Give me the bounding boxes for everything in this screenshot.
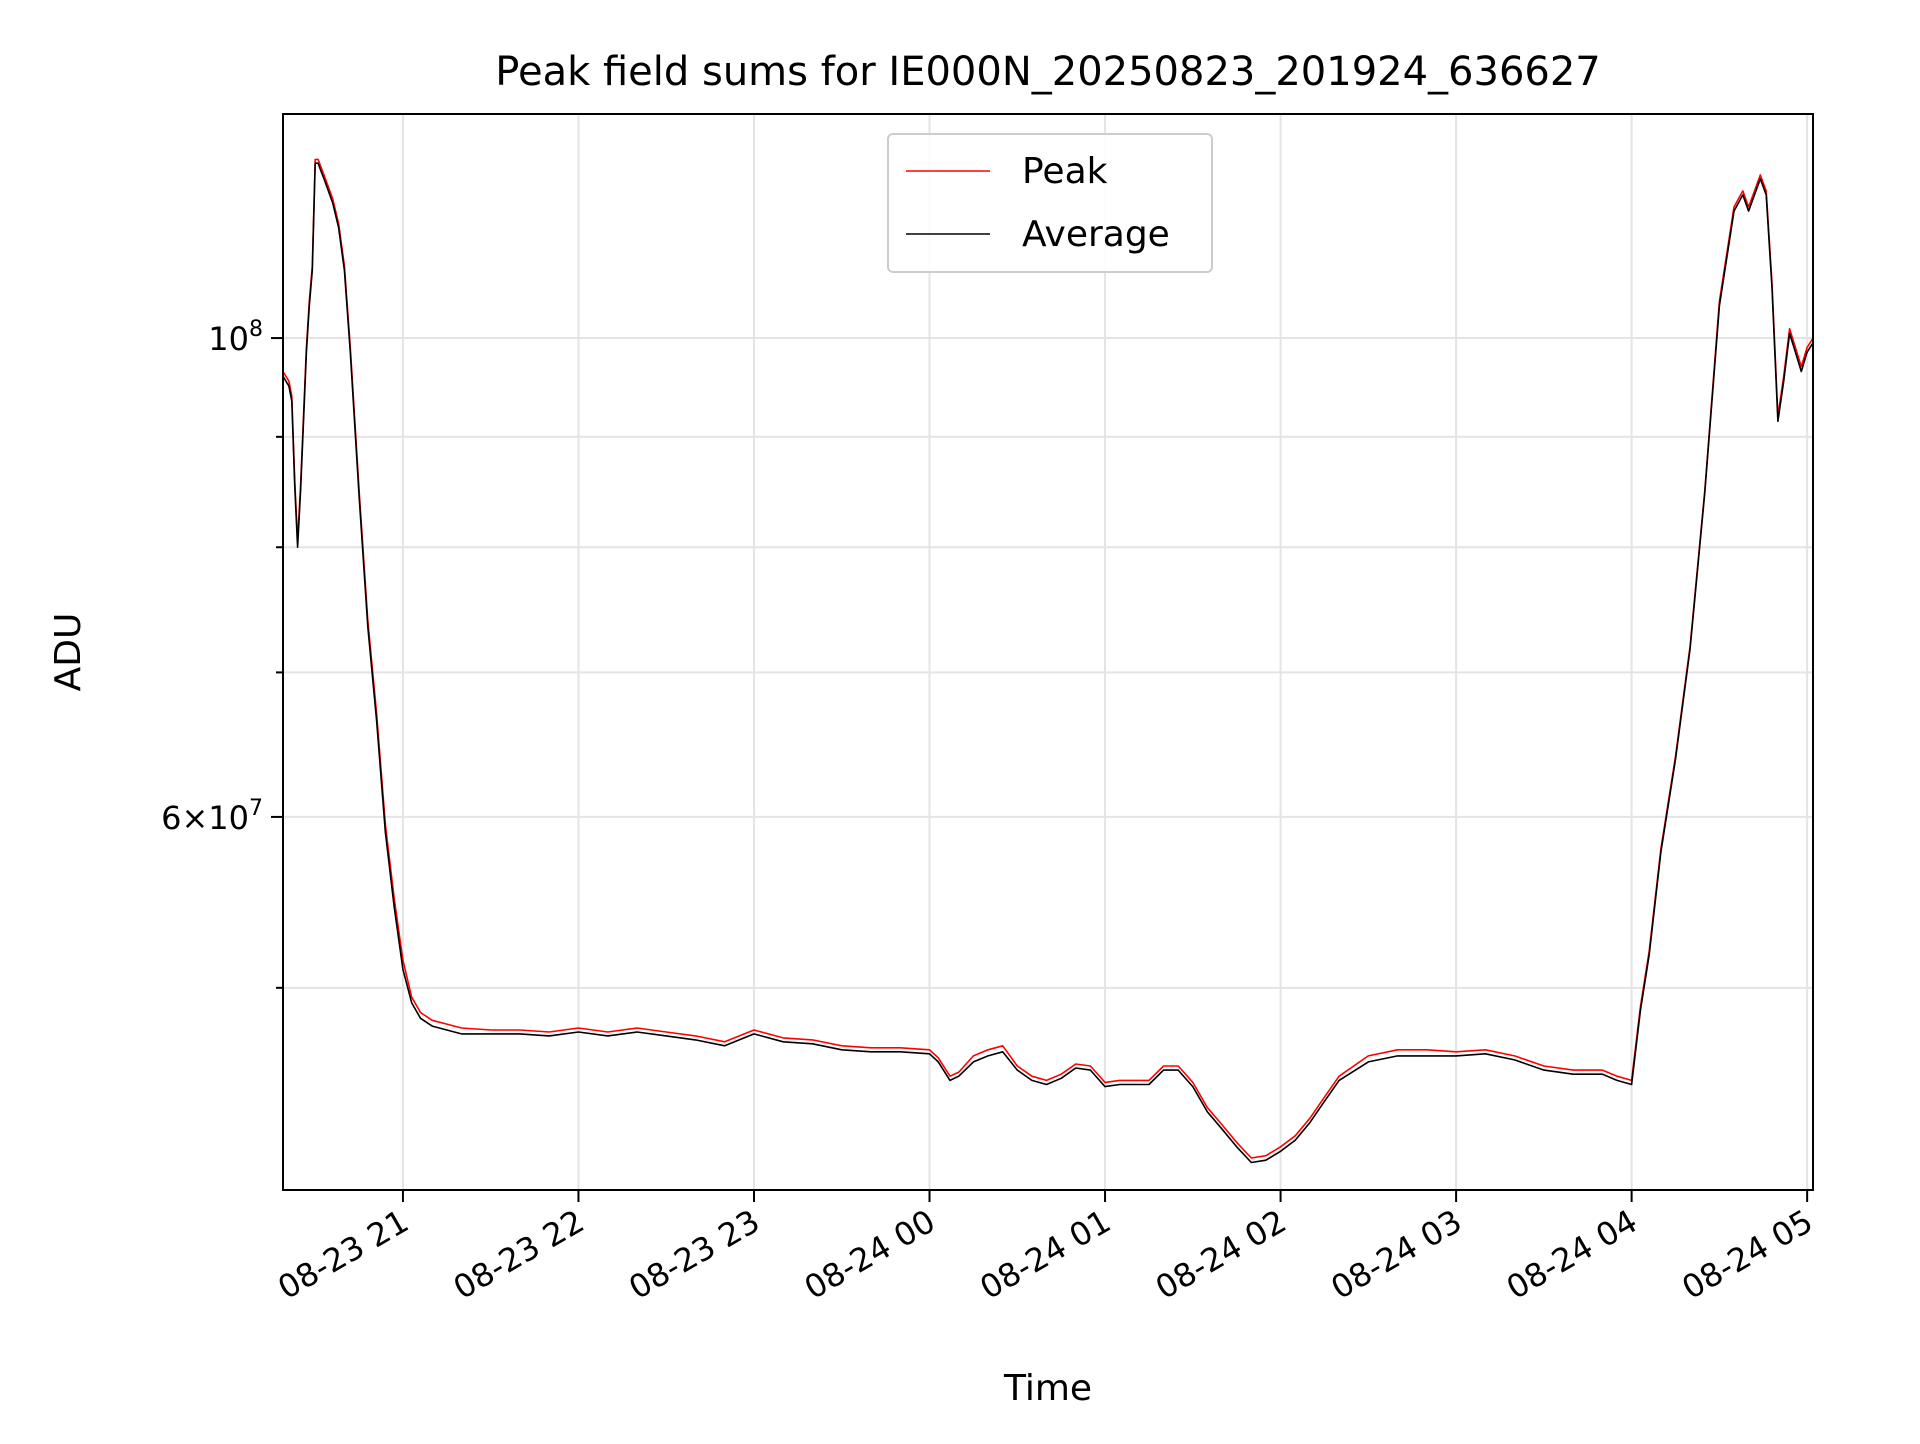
y-axis-label: ADU — [48, 613, 89, 692]
legend-label: Peak — [1022, 151, 1108, 192]
legend-box — [887, 133, 1213, 273]
y-tick-label: 6×107 — [161, 796, 263, 837]
y-tick-label-base: 6×10 — [161, 799, 249, 837]
y-tick-label: 108 — [208, 317, 263, 358]
legend: Peak Average — [887, 133, 1213, 273]
x-axis-label: Time — [1003, 1368, 1092, 1409]
y-axis: 108 6×107 — [161, 317, 283, 989]
series-line-average — [282, 162, 1814, 1164]
y-tick-label-exponent: 7 — [249, 796, 263, 821]
chart-title: Peak field sums for IE000N_20250823_2019… — [495, 49, 1600, 95]
plot-frame — [282, 113, 1814, 1191]
series-layer — [282, 158, 1814, 1164]
y-tick-label-base: 10 — [208, 320, 249, 358]
y-tick-label-exponent: 8 — [249, 317, 263, 342]
legend-label: Average — [1022, 214, 1170, 255]
grid — [283, 114, 1813, 1190]
